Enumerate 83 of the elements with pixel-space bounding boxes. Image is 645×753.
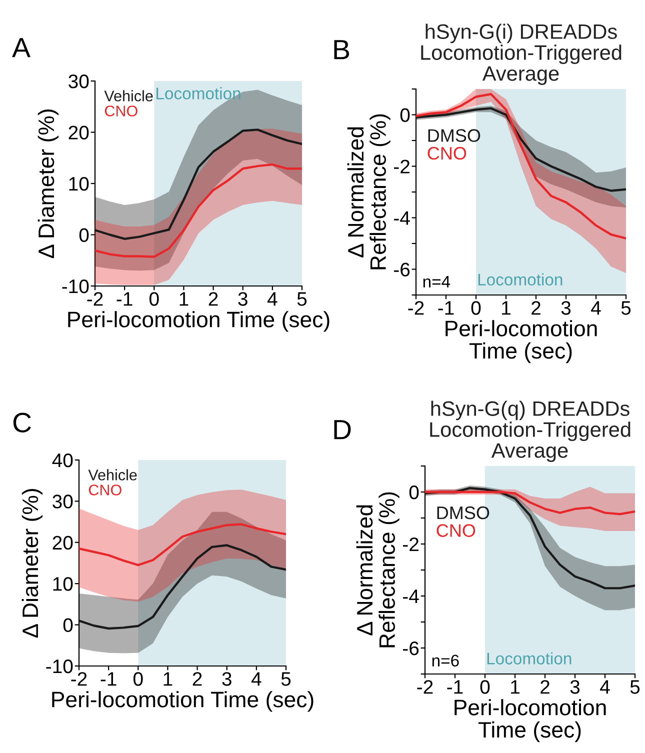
x-tick-label: -1 (100, 672, 116, 686)
y-axis-title: Δ Diameter (%) (38, 110, 59, 258)
line-series (416, 93, 626, 240)
x-tick-label: -1 (116, 292, 132, 306)
chart-title: hSyn-G(i) DREADDs Locomotion-Triggered Average (421, 24, 622, 85)
line-series (79, 523, 286, 566)
y-tick-label: 10 (53, 577, 73, 591)
y-tick-label: -10 (62, 279, 89, 294)
y-axis-title: Δ Diameter (%) (22, 489, 43, 638)
text: D (334, 420, 351, 440)
x-tick-label: 3 (570, 680, 580, 694)
x-tick-label: 1 (511, 680, 520, 694)
series-label: DMSO (428, 129, 480, 142)
x-tick-label: 1 (502, 301, 510, 315)
x-tick-label: 4 (600, 680, 610, 694)
x-tick-label: 0 (149, 292, 159, 306)
text: C (13, 412, 31, 432)
y-tick-label: -2 (394, 160, 410, 174)
y-tick-label: 30 (68, 74, 89, 88)
x-tick-label: 2 (540, 680, 550, 694)
x-tick-label: 3 (561, 301, 571, 315)
y-tick-label: 20 (52, 536, 73, 550)
text: CNO (88, 484, 122, 496)
y-tick-label: 30 (52, 494, 73, 508)
x-axis-title: Peri-locomotion Time (sec) (454, 699, 606, 742)
y-tick-label: -2 (403, 537, 418, 552)
x-tick-label: 0 (133, 672, 143, 686)
x-tick-label: -1 (438, 301, 454, 315)
x-tick-label: 0 (471, 301, 481, 315)
x-tick-label: 2 (192, 672, 202, 686)
x-axis-title: Peri-locomotion Time (sec) (68, 311, 330, 332)
x-tick-label: -1 (447, 680, 463, 694)
text: B (334, 40, 350, 60)
x-tick-label: 4 (251, 672, 262, 686)
y-tick-label: 10 (69, 176, 89, 191)
text: A (12, 38, 30, 58)
x-tick-label: -2 (87, 292, 103, 306)
text: CNO (104, 106, 138, 116)
y-tick-label: -6 (394, 262, 410, 276)
y-tick-label: 0 (63, 618, 73, 632)
series-label: CNO (436, 524, 476, 537)
x-tick-label: 2 (532, 301, 540, 315)
y-tick-label: -6 (403, 641, 419, 656)
y-tick-label: -4 (403, 590, 419, 604)
x-tick-label: 5 (281, 672, 291, 686)
x-tick-label: 4 (267, 292, 278, 306)
y-tick-label: 0 (400, 108, 410, 122)
x-tick-label: 1 (164, 672, 172, 686)
series-label: DMSO (437, 506, 490, 520)
line-series (416, 107, 626, 192)
band-label: Locomotion (478, 273, 562, 286)
annotation: n=6 (432, 654, 459, 667)
y-tick-label: 20 (68, 126, 89, 140)
x-axis-title: Peri-locomotion Time (sec) (52, 691, 314, 712)
chart-title: hSyn-G(q) DREADDs Locomotion-Triggered Average (430, 400, 630, 462)
line-series (95, 163, 302, 258)
x-tick-label: -2 (417, 680, 433, 694)
annotation: n=4 (423, 276, 450, 288)
y-tick-label: -4 (394, 211, 410, 225)
line-series (95, 128, 302, 240)
x-tick-label: 2 (208, 292, 218, 306)
text: Vehicle (88, 469, 137, 480)
y-tick-label: 0 (409, 485, 419, 500)
x-tick-label: 5 (297, 292, 307, 306)
x-tick-label: 0 (480, 680, 490, 694)
band-label: Locomotion (156, 87, 240, 100)
text: Vehicle (104, 90, 153, 102)
x-axis-title: Peri-locomotion Time (sec) (446, 320, 597, 364)
x-tick-label: 3 (238, 292, 248, 306)
line-series (79, 544, 286, 630)
band-label: Locomotion (487, 652, 572, 664)
y-axis-title: Δ Normalized Reflectance (%) (347, 114, 390, 270)
y-axis-title: Δ Normalized Reflectance (%) (356, 492, 400, 648)
x-tick-label: 4 (591, 301, 601, 315)
x-tick-label: 5 (630, 680, 640, 694)
x-tick-label: 1 (180, 292, 188, 306)
x-tick-label: 5 (621, 301, 631, 315)
y-tick-label: -10 (46, 659, 73, 674)
line-series (425, 486, 635, 590)
x-tick-label: 3 (222, 672, 232, 686)
series-label: CNO (428, 146, 466, 160)
y-tick-label: 40 (52, 453, 73, 468)
y-tick-label: 0 (79, 228, 89, 242)
